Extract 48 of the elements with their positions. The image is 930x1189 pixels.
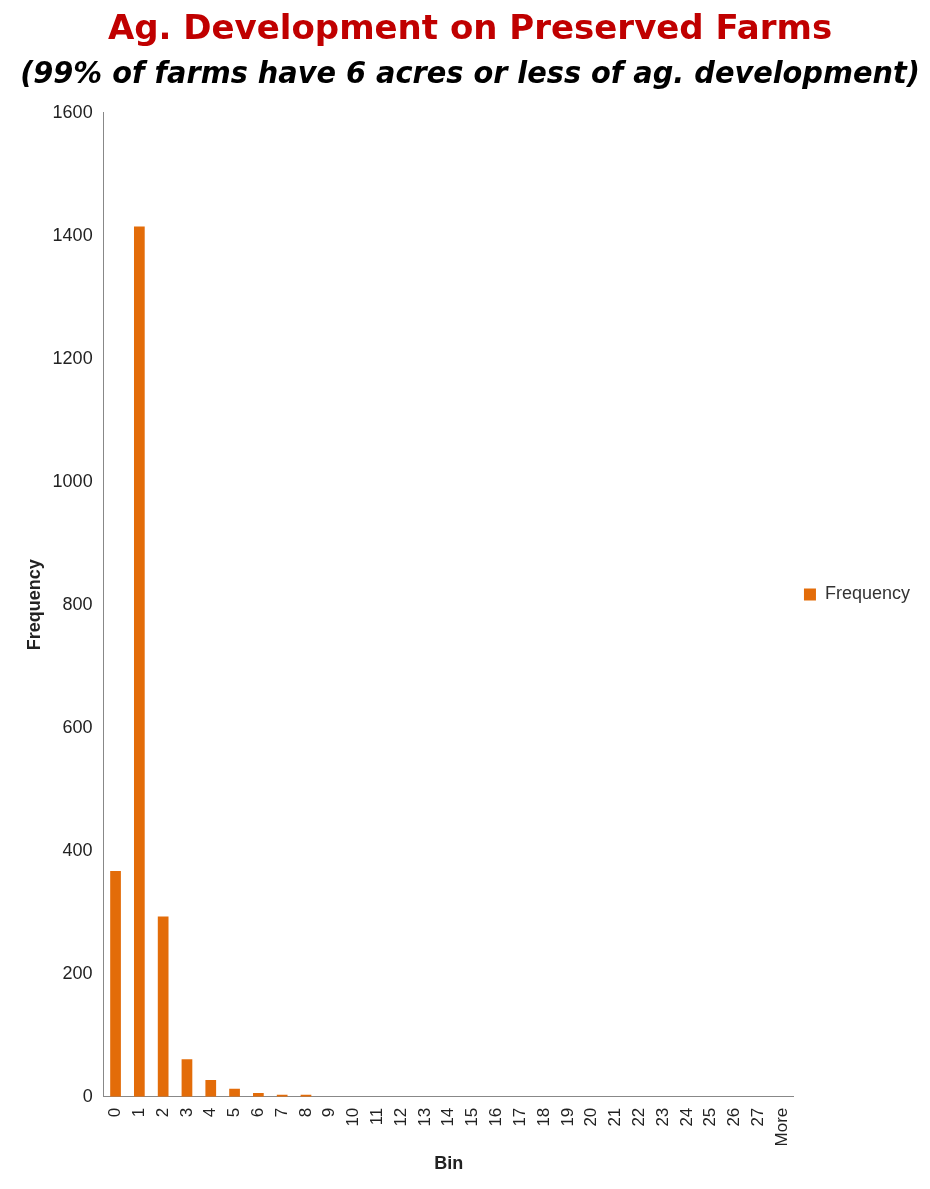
y-tick-label: 600 [62, 716, 93, 737]
x-tick-label: 1 [129, 1107, 149, 1118]
x-tick-label: 20 [581, 1107, 601, 1127]
x-tick-label: 13 [414, 1107, 434, 1127]
x-tick-label: 5 [224, 1107, 244, 1118]
y-tick-label: 800 [62, 593, 93, 614]
bar [133, 226, 145, 1097]
x-tick-label: 3 [176, 1107, 196, 1118]
x-tick-label: 18 [533, 1107, 553, 1127]
x-axis-title: Bin [434, 1153, 464, 1174]
x-tick-label: 10 [343, 1107, 363, 1127]
bar [229, 1088, 240, 1097]
x-tick-label: 27 [747, 1107, 767, 1127]
x-tick-label: 25 [700, 1107, 720, 1127]
y-tick-label: 1600 [52, 101, 93, 122]
y-axis-title: Frequency [23, 559, 44, 651]
chart-title: Ag. Development on Preserved Farms [107, 7, 833, 48]
x-tick-label: 16 [486, 1107, 506, 1127]
bar [157, 916, 169, 1097]
x-tick-label: 24 [676, 1107, 696, 1127]
bar [181, 1059, 193, 1097]
x-tick-label: 8 [295, 1107, 315, 1118]
y-tick-label: 400 [62, 839, 93, 860]
legend-label: Frequency [824, 583, 910, 604]
x-tick-label: 26 [724, 1107, 744, 1127]
x-tick-label: 7 [271, 1107, 291, 1118]
x-tick-label: 9 [319, 1107, 339, 1118]
x-tick-label: 12 [390, 1107, 410, 1127]
x-tick-label: 15 [462, 1107, 482, 1127]
y-tick-label: 200 [62, 962, 93, 983]
bar [110, 870, 121, 1097]
x-tick-label: More [771, 1107, 791, 1147]
x-tick-label: 4 [200, 1107, 220, 1118]
bar [205, 1080, 217, 1097]
x-tick-label: 2 [152, 1107, 172, 1118]
y-tick-label: 1400 [52, 224, 93, 245]
x-tick-label: 21 [605, 1107, 625, 1127]
x-tick-label: 14 [438, 1107, 458, 1127]
chart-subtitle: (99% of farms have 6 acres or less of ag. development) [20, 55, 920, 90]
x-tick-label: 17 [509, 1107, 529, 1127]
x-tick-label: 6 [248, 1107, 268, 1118]
x-tick-label: 11 [367, 1107, 387, 1126]
x-tick-label: 23 [652, 1107, 672, 1127]
y-tick-label: 1000 [52, 470, 93, 491]
x-tick-label: 22 [628, 1107, 648, 1127]
x-tick-label: 19 [557, 1107, 577, 1127]
x-tick-label: 0 [105, 1107, 125, 1118]
y-tick-label: 1200 [52, 347, 93, 368]
